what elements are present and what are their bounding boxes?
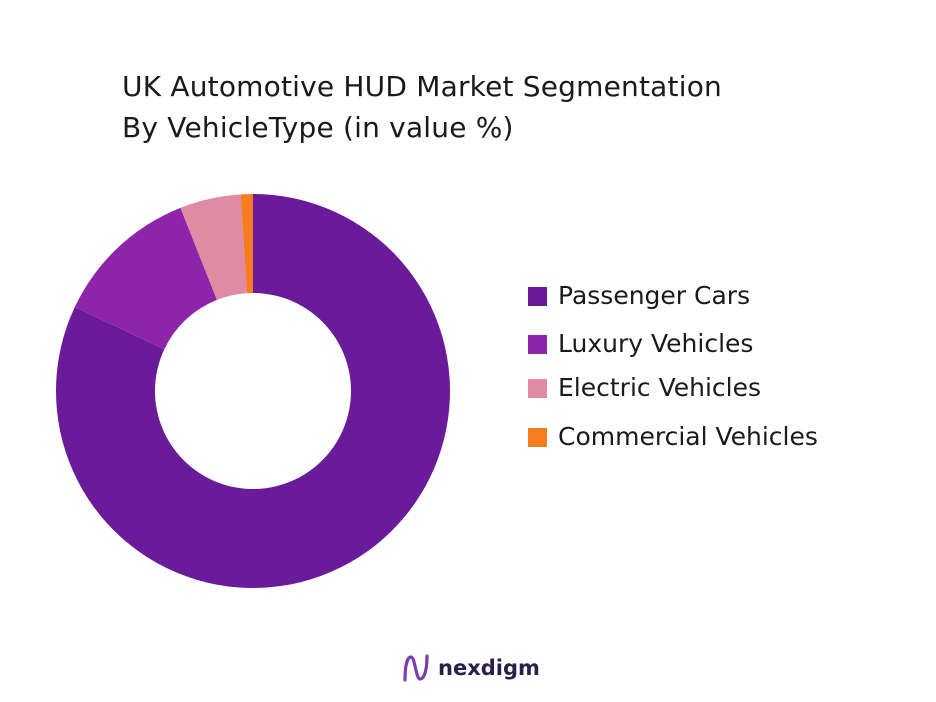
legend-item: Commercial Vehicles: [528, 422, 818, 452]
legend-label: Electric Vehicles: [558, 373, 762, 402]
donut-slice-electric-vehicles: [180, 194, 247, 300]
legend-item: Electric Vehicles: [528, 373, 761, 403]
legend-swatch: [528, 427, 547, 447]
legend-swatch: [528, 378, 547, 398]
nexdigm-logo-icon: [403, 654, 429, 682]
chart-title: UK Automotive HUD Market Segmentation By…: [122, 66, 722, 148]
chart-title-line-1: UK Automotive HUD Market Segmentation: [122, 70, 722, 103]
chart-title-line-2: By VehicleType (in value %): [122, 111, 514, 144]
legend-swatch: [528, 286, 547, 306]
legend-label: Passenger Cars: [558, 281, 751, 310]
legend-item: Passenger Cars: [528, 281, 750, 311]
legend-swatch: [528, 334, 547, 354]
legend-item: Luxury Vehicles: [528, 329, 753, 359]
legend-label: Luxury Vehicles: [558, 329, 754, 358]
donut-slice-luxury-vehicles: [74, 207, 217, 350]
brand-name: nexdigm: [438, 656, 540, 680]
donut-slice-passenger-cars: [55, 194, 450, 588]
donut-slice-commercial-vehicles: [240, 194, 253, 294]
legend-label: Commercial Vehicles: [558, 422, 818, 451]
brand-logo: nexdigm: [402, 653, 540, 683]
